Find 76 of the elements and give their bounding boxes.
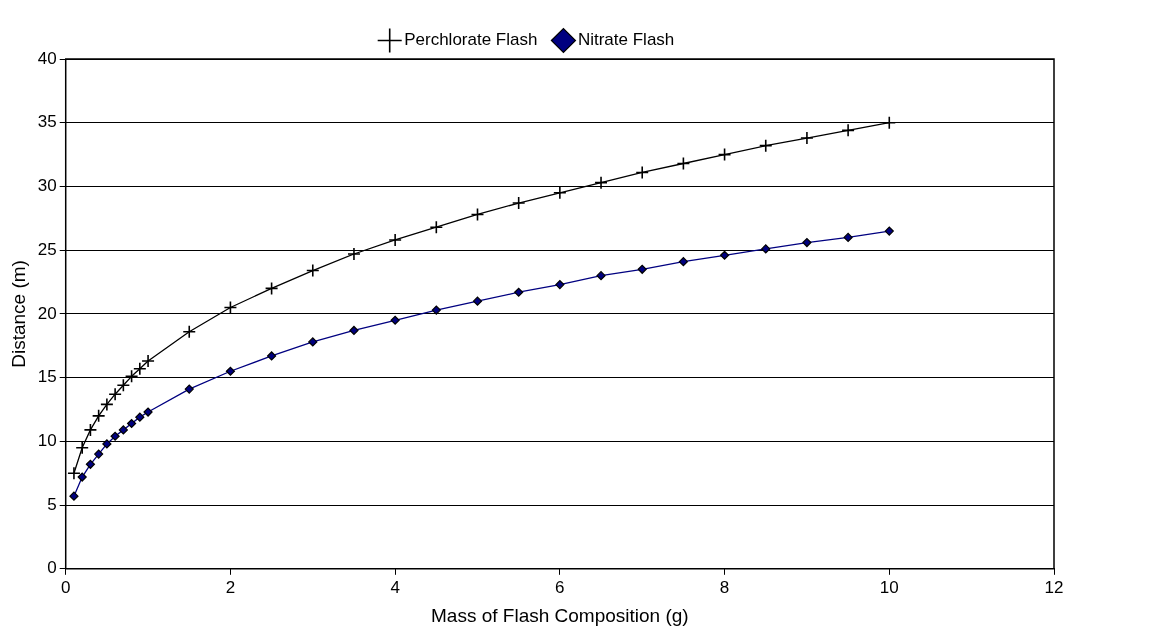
- point: [511, 196, 526, 210]
- point: [184, 384, 194, 394]
- point: [882, 115, 897, 130]
- x-tick-label: 4: [390, 577, 400, 597]
- point: [116, 378, 131, 393]
- point: [843, 232, 853, 243]
- x-tick-label: 6: [555, 577, 565, 597]
- point: [100, 397, 114, 412]
- point: [758, 138, 773, 153]
- y-tick-label: 10: [37, 431, 57, 451]
- point: [308, 337, 318, 347]
- x-axis-title: Mass of Flash Composition (g): [431, 604, 689, 626]
- legend-label: Nitrate Flash: [577, 30, 675, 50]
- point: [108, 387, 122, 401]
- x-tick-label: 2: [225, 577, 236, 597]
- point: [264, 281, 279, 296]
- point: [69, 491, 79, 501]
- x-tick-label: 12: [1044, 577, 1064, 597]
- point: [719, 250, 730, 260]
- point: [553, 186, 567, 200]
- point: [470, 207, 485, 222]
- point: [143, 407, 153, 417]
- point: [555, 279, 565, 290]
- point: [678, 257, 688, 267]
- point: [133, 361, 147, 376]
- point: [802, 237, 812, 248]
- y-tick-label: 30: [37, 176, 57, 196]
- point: [225, 366, 236, 376]
- point: [305, 263, 320, 278]
- point: [85, 459, 96, 469]
- point: [429, 220, 444, 235]
- point: [67, 466, 81, 481]
- point: [676, 156, 691, 171]
- point: [717, 147, 732, 162]
- point: [110, 431, 120, 441]
- point: [182, 324, 197, 339]
- point: [223, 300, 238, 315]
- point: [75, 440, 89, 455]
- point: [91, 409, 106, 423]
- y-tick-label: 40: [37, 48, 57, 68]
- point: [94, 449, 104, 459]
- y-tick-label: 0: [47, 558, 57, 578]
- point: [127, 418, 137, 429]
- point: [77, 472, 87, 482]
- y-tick-label: 25: [37, 239, 57, 259]
- point: [349, 325, 359, 336]
- point: [594, 175, 608, 190]
- x-tick-label: 10: [879, 577, 899, 597]
- y-tick-label: 20: [37, 303, 57, 323]
- point: [637, 264, 647, 274]
- point: [596, 271, 606, 281]
- x-tick-label: 0: [60, 577, 71, 597]
- point: [267, 351, 277, 361]
- y-tick-label: 35: [37, 112, 57, 132]
- point: [347, 247, 361, 261]
- point: [761, 244, 771, 254]
- legend-label: Perchlorate Flash: [404, 30, 538, 50]
- point: [390, 315, 400, 325]
- point: [431, 305, 441, 315]
- point: [800, 131, 814, 145]
- point: [884, 226, 894, 236]
- point: [635, 165, 650, 180]
- point: [141, 354, 155, 368]
- point: [841, 123, 855, 138]
- point: [135, 412, 145, 422]
- point: [388, 233, 402, 247]
- point: [118, 425, 128, 435]
- y-tick-label: 15: [37, 367, 57, 387]
- x-tick-label: 8: [719, 577, 730, 597]
- point: [83, 423, 98, 437]
- point: [124, 369, 139, 384]
- y-axis-title: Distance (m): [7, 260, 29, 368]
- point: [472, 296, 483, 306]
- y-tick-label: 5: [47, 494, 57, 514]
- point: [102, 439, 112, 449]
- point: [514, 287, 524, 297]
